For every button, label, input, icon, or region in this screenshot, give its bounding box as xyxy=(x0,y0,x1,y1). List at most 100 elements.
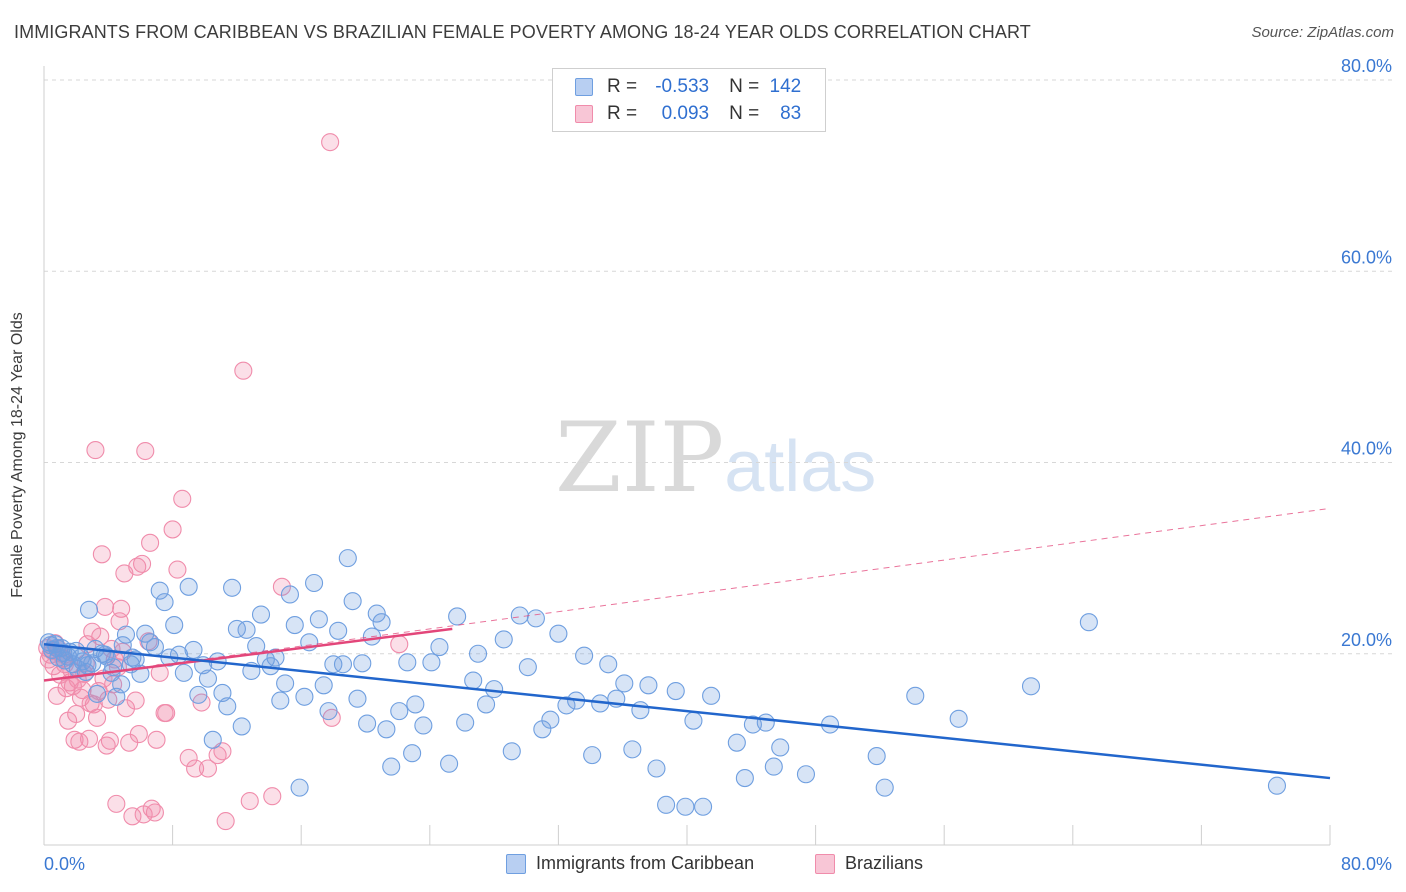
caribbean-point xyxy=(377,720,396,739)
caribbean-point xyxy=(382,757,401,776)
caribbean-point xyxy=(867,747,886,766)
caribbean-point xyxy=(314,676,333,695)
brazilians-point xyxy=(86,441,105,460)
caribbean-point xyxy=(485,680,504,699)
caribbean-point xyxy=(623,740,642,759)
caribbean-point xyxy=(1079,613,1098,632)
caribbean-point xyxy=(771,738,790,757)
y-tick-label: 60.0% xyxy=(1341,247,1392,267)
brazilians-point xyxy=(96,597,115,616)
x-tick-label: 80.0% xyxy=(1341,854,1392,874)
caribbean-point xyxy=(575,646,594,665)
caribbean-point xyxy=(155,593,174,612)
chart-title: IMMIGRANTS FROM CARIBBEAN VS BRAZILIAN F… xyxy=(14,22,1031,42)
brazilians-point xyxy=(67,704,86,724)
caribbean-point xyxy=(319,702,338,721)
brazilians-legend-swatch xyxy=(815,853,835,874)
caribbean-point xyxy=(448,607,467,626)
caribbean-point xyxy=(518,658,537,677)
caribbean-point xyxy=(150,581,169,600)
caribbean-point xyxy=(179,577,198,596)
legend-n-label: N = xyxy=(729,76,760,97)
brazilians-point xyxy=(163,520,182,539)
caribbean-point xyxy=(756,713,775,732)
brazilians-point xyxy=(79,729,99,748)
caribbean-point xyxy=(676,797,695,816)
watermark: ZIPatlas xyxy=(555,402,876,514)
y-tick-label: 40.0% xyxy=(1341,439,1392,459)
brazilians-point xyxy=(234,361,253,380)
caribbean-point xyxy=(174,663,193,682)
brazilians-point xyxy=(84,695,103,714)
caribbean-point xyxy=(526,609,545,628)
caribbean-swatch xyxy=(575,78,593,96)
caribbean-point xyxy=(358,714,377,733)
legend-n-label: N = xyxy=(729,103,760,124)
brazilians-trend-extension xyxy=(43,507,1331,682)
caribbean-point xyxy=(1267,776,1287,795)
brazilians-point xyxy=(145,803,164,822)
legend-r-label: R = xyxy=(607,76,638,97)
caribbean-point xyxy=(631,701,650,720)
brazilians-point xyxy=(123,807,142,826)
legend-n-value: 142 xyxy=(769,76,802,97)
caribbean-point xyxy=(251,605,271,624)
caribbean-point xyxy=(727,733,746,752)
caribbean-point xyxy=(684,711,703,730)
caribbean-point xyxy=(112,675,131,694)
caribbean-point xyxy=(949,709,968,728)
brazilians-point xyxy=(390,635,409,654)
y-axis-label: Female Poverty Among 18-24 Year Olds xyxy=(9,312,26,598)
caribbean-point xyxy=(227,619,246,638)
caribbean-point xyxy=(203,730,222,749)
brazilians-point xyxy=(128,557,147,576)
brazilians-point xyxy=(92,545,111,564)
caribbean-point xyxy=(79,600,99,619)
caribbean-point xyxy=(338,549,357,568)
caribbean-point xyxy=(796,765,816,784)
caribbean-point xyxy=(468,644,488,663)
caribbean-point xyxy=(280,585,299,604)
legend-r-value: 0.093 xyxy=(661,103,710,124)
caribbean-point xyxy=(198,669,218,688)
brazilians-point xyxy=(216,812,235,831)
brazilians-point xyxy=(173,489,192,508)
caribbean-point xyxy=(403,744,422,763)
caribbean-point xyxy=(116,625,136,644)
caribbean-point xyxy=(343,592,362,611)
caribbean-point xyxy=(406,695,425,714)
brazilians-point xyxy=(321,133,340,152)
brazilians-point xyxy=(73,681,92,700)
brazilians-point xyxy=(147,730,166,749)
caribbean-point xyxy=(702,686,721,705)
caribbean-point xyxy=(583,746,602,765)
caribbean-point xyxy=(549,624,568,643)
brazilians-point xyxy=(133,554,152,573)
caribbean-point xyxy=(333,655,353,674)
legend-item-brazilians: Brazilians xyxy=(815,853,923,874)
caribbean-point xyxy=(502,742,521,761)
caribbean-point xyxy=(735,769,754,788)
tick-labels: 20.0% 40.0% 60.0% 80.0% 0.0% 80.0% xyxy=(44,56,1392,874)
brazilians-point xyxy=(157,703,176,723)
caribbean-point xyxy=(557,696,576,715)
brazilians-point xyxy=(168,560,187,579)
caribbean-point xyxy=(285,616,304,635)
brazilians-point xyxy=(107,794,126,813)
caribbean-point xyxy=(510,606,529,625)
correlation-legend: R = -0.533 N = 142 R = 0.093 N = 83 xyxy=(552,68,826,132)
caribbean-point xyxy=(145,638,164,657)
caribbean-point xyxy=(694,797,713,816)
legend-n-value: 83 xyxy=(780,103,802,124)
brazilians-point xyxy=(263,787,282,806)
legend-r-value: -0.533 xyxy=(655,76,710,97)
caribbean-point xyxy=(430,638,449,657)
brazilians-trend-line xyxy=(43,627,453,682)
caribbean-point xyxy=(165,616,184,635)
brazilians-point xyxy=(136,441,155,461)
caribbean-point xyxy=(136,624,155,643)
caribbean-point xyxy=(324,655,343,674)
caribbean-point xyxy=(875,778,894,797)
caribbean-point xyxy=(189,685,208,704)
